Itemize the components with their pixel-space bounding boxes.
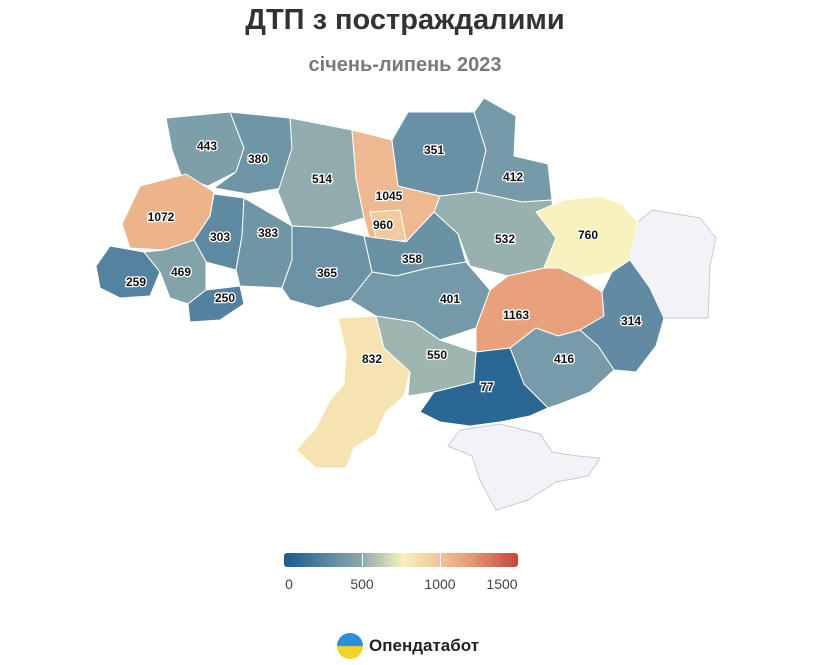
value-label-cherkasy: 358 xyxy=(402,252,422,266)
value-label-mykolaiv: 550 xyxy=(427,348,447,362)
region-kyiv-city[interactable] xyxy=(369,209,407,247)
value-label-kharkiv: 760 xyxy=(578,228,598,242)
region-donetsk[interactable] xyxy=(579,259,665,373)
value-label-volyn: 443 xyxy=(197,139,217,153)
value-label-poltava: 532 xyxy=(495,232,515,246)
value-label-kyiv-oblast: 1045 xyxy=(376,189,403,203)
value-label-rivne: 380 xyxy=(248,152,268,166)
legend-tick xyxy=(362,553,363,567)
legend-label: 1000 xyxy=(424,576,456,592)
value-label-ivano-frankivsk: 469 xyxy=(171,265,191,279)
chart-title: ДТП з постраждалими xyxy=(245,4,565,36)
value-label-chernihiv: 351 xyxy=(424,143,444,157)
value-label-donetsk: 314 xyxy=(621,314,641,328)
region-kherson[interactable] xyxy=(419,347,549,427)
region-crimea-nodata xyxy=(447,423,601,511)
legend-label: 500 xyxy=(350,576,374,592)
value-label-kherson: 77 xyxy=(480,380,494,394)
region-zakarpattia[interactable] xyxy=(95,245,161,299)
value-label-kyiv-city: 960 xyxy=(373,218,393,232)
value-label-ternopil: 303 xyxy=(210,230,230,244)
value-label-zaporizhzhia: 416 xyxy=(554,352,574,366)
legend-label: 1500 xyxy=(486,576,518,592)
legend-gradient-bar xyxy=(284,553,518,567)
chart-subtitle: січень-липень 2023 xyxy=(308,54,502,76)
ukraine-map: 443 380 514 1045 960 351 412 1072 303 383 532 760 25… xyxy=(95,97,717,511)
value-label-khmelnytskyi: 383 xyxy=(258,226,278,240)
region-sumy[interactable] xyxy=(473,97,553,203)
legend-label: 0 xyxy=(285,576,293,592)
region-vinnytsia[interactable] xyxy=(281,225,373,309)
legend-tick xyxy=(440,553,441,567)
value-label-lviv: 1072 xyxy=(148,210,175,224)
value-label-chernivtsi: 250 xyxy=(215,291,235,305)
color-legend: 0 500 1000 1500 xyxy=(284,553,520,593)
value-label-kirovohrad: 401 xyxy=(440,292,460,306)
value-label-zakarpattia: 259 xyxy=(126,275,146,289)
brand-name: Опендатабот xyxy=(369,636,480,655)
brand: Опендатабот xyxy=(337,632,479,660)
value-label-zhytomyr: 514 xyxy=(312,172,332,186)
value-label-dnipropetrovsk: 1163 xyxy=(503,308,529,322)
value-label-odesa: 832 xyxy=(362,352,382,366)
value-label-sumy: 412 xyxy=(503,170,523,184)
region-khmelnytskyi[interactable] xyxy=(235,197,293,289)
value-label-vinnytsia: 365 xyxy=(317,266,337,280)
region-chernivtsi[interactable] xyxy=(187,285,245,323)
opendatabot-logo-icon xyxy=(337,633,363,659)
